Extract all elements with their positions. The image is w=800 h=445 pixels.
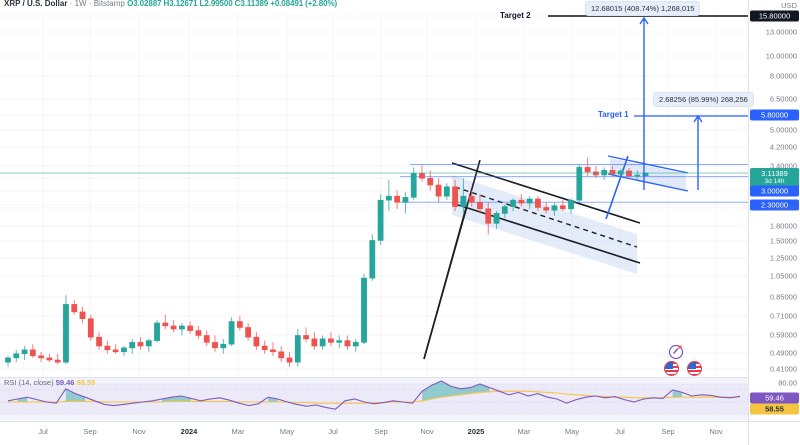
time-tick: Jul [328, 427, 338, 436]
time-tick: Nov [420, 427, 434, 436]
rsi-pane[interactable] [0, 378, 748, 420]
time-axis[interactable]: Jul Sep Nov 2024 Mar May Jul Sep Nov 2025 Mar May Ju… [0, 421, 748, 445]
pane-divider[interactable] [0, 377, 748, 378]
time-tick: Sep [374, 427, 388, 436]
price-pane[interactable] [0, 12, 748, 376]
symbol-name[interactable]: XRP / U.S. Dollar [4, 0, 68, 8]
chart-legend: XRP / U.S. Dollar · 1W · Bitstamp O3.028… [4, 0, 337, 9]
currency-label: USD [781, 1, 797, 10]
price-tick: 10.00000 [765, 51, 797, 61]
rsi-legend: RSI (14, close) 59.46 58.55 [4, 378, 95, 387]
flag-icon-2[interactable] [687, 361, 702, 381]
price-tick: 0.59000 [769, 330, 797, 340]
rocket-icon[interactable] [668, 344, 684, 365]
time-tick: Mar [517, 427, 531, 436]
time-tick: Nov [132, 427, 146, 436]
price-tick: 6.50000 [769, 94, 797, 104]
price-tick: 1.80000 [769, 221, 797, 231]
price-tick: 0.49000 [769, 348, 797, 358]
target2-label: Target 2 [500, 11, 531, 20]
price-tick: 2.30000 [769, 203, 797, 213]
price-plot [0, 12, 748, 376]
legend-separator-2: · [88, 0, 92, 8]
time-tick: Nov [709, 427, 723, 436]
flag-icon-1[interactable] [664, 361, 679, 381]
price-axis[interactable]: USD 15.80000 13.00000 10.00000 8.00000 6.500… [748, 0, 800, 421]
time-tick: May [279, 427, 295, 436]
rsi-value: 59.46 [55, 378, 75, 387]
time-tick: Sep [661, 427, 675, 436]
price-tick: 0.85000 [769, 292, 797, 302]
rsi-plot [0, 380, 748, 415]
price-tick: 1.05000 [769, 271, 797, 281]
exchange-label[interactable]: Bitstamp [93, 0, 125, 8]
price-tick[interactable]: 15.80000 [750, 10, 799, 22]
target2-chip[interactable]: 12.68015 (408.74%) 1,268,015 [585, 1, 701, 16]
price-tick: 8.00000 [769, 71, 797, 81]
price-tick: 0.41000 [769, 364, 797, 374]
price-tick: 5.00000 [769, 125, 797, 135]
time-tick: Jul [38, 427, 48, 436]
axis-corner[interactable] [748, 421, 800, 445]
interval-label[interactable]: 1W [74, 0, 87, 8]
price-tick[interactable]: 58.55 [750, 403, 799, 415]
price-tick[interactable]: 5.80000 [750, 109, 799, 121]
price-tick[interactable]: 59.46 [750, 392, 799, 404]
rsi-ma-value: 58.55 [76, 378, 96, 387]
price-tick: 0.71000 [769, 311, 797, 321]
time-tick: 2024 [180, 427, 198, 436]
price-tick: 1.50000 [769, 236, 797, 246]
price-tick: 4.20000 [769, 142, 797, 152]
price-tick: 13.00000 [765, 27, 797, 37]
time-tick: Sep [83, 427, 97, 436]
time-tick: Jul [615, 427, 625, 436]
price-tick: 3.40000 [769, 161, 797, 171]
time-tick: 2025 [467, 427, 485, 436]
time-tick: May [564, 427, 580, 436]
time-tick: Mar [231, 427, 245, 436]
countdown-label: 3d 14h [764, 178, 785, 185]
price-tick[interactable]: 3.11389 3d 14h [750, 168, 799, 188]
price-tick: 80.00 [778, 378, 797, 388]
ohlc-values: O3.02887 H3.12671 L2.99500 C3.11389 +0.0… [127, 0, 338, 8]
target1-label: Target 1 [598, 110, 629, 119]
price-tick[interactable]: 3.00000 [750, 185, 799, 197]
price-tick: 1.25000 [769, 253, 797, 263]
rsi-title[interactable]: RSI (14, close) [4, 378, 54, 387]
target1-chip[interactable]: 2.68256 (85.99%) 268,256 [653, 92, 754, 107]
legend-separator-1: · [69, 0, 73, 8]
price-tick[interactable]: 2.30000 [750, 199, 799, 211]
